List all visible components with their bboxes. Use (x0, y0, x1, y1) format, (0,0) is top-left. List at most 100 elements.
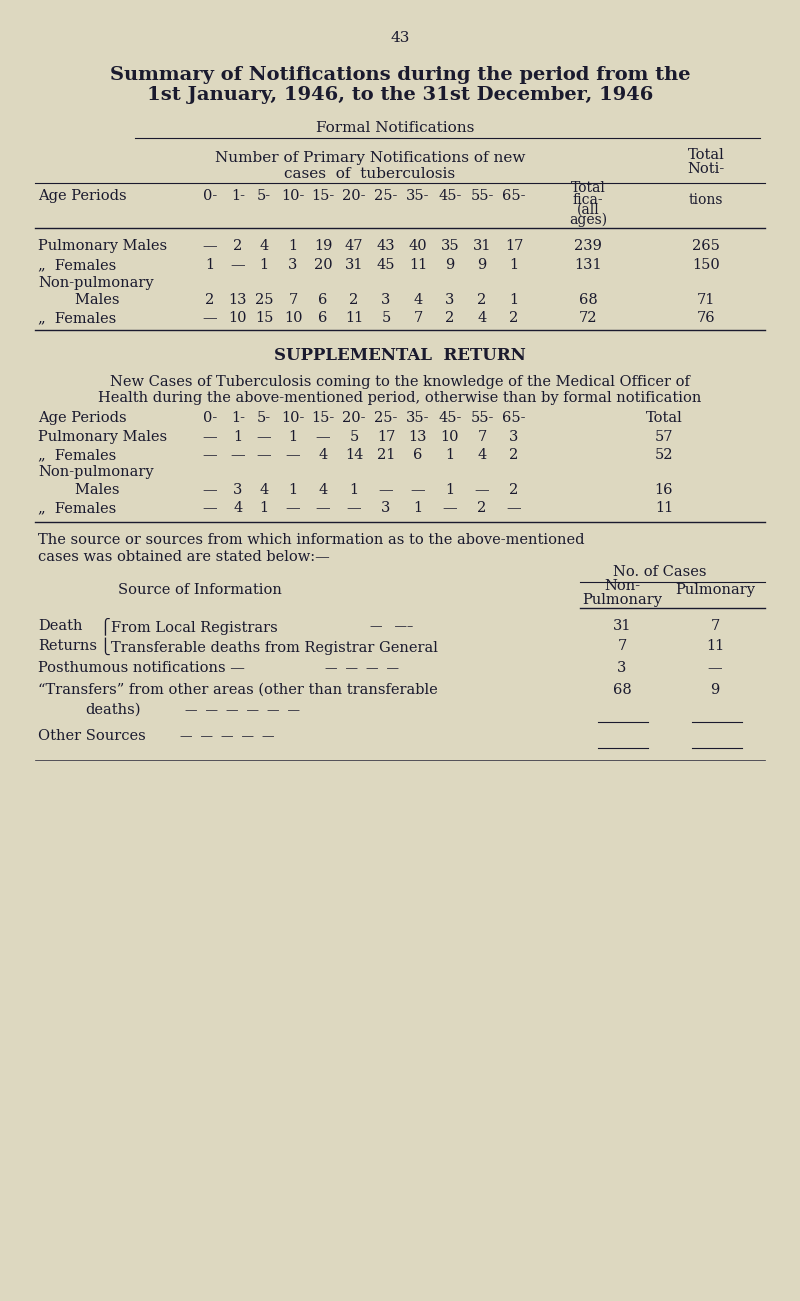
Text: 4: 4 (234, 501, 242, 515)
Text: 9: 9 (478, 258, 486, 272)
Text: 25: 25 (254, 293, 274, 307)
Text: —: — (202, 483, 218, 497)
Text: 10: 10 (441, 431, 459, 444)
Text: 3: 3 (618, 661, 626, 675)
Text: 4: 4 (318, 483, 328, 497)
Text: 3: 3 (288, 258, 298, 272)
Text: Pulmonary Males: Pulmonary Males (38, 239, 167, 252)
Text: 2: 2 (478, 501, 486, 515)
Text: 3: 3 (382, 501, 390, 515)
Text: 6: 6 (414, 448, 422, 462)
Text: 9: 9 (710, 683, 720, 697)
Text: Number of Primary Notifications of new: Number of Primary Notifications of new (215, 151, 525, 165)
Text: 5-: 5- (257, 189, 271, 203)
Text: Returns: Returns (38, 639, 97, 653)
Text: 68: 68 (578, 293, 598, 307)
Text: Source of Information: Source of Information (118, 583, 282, 597)
Text: 1st January, 1946, to the 31st December, 1946: 1st January, 1946, to the 31st December,… (147, 86, 653, 104)
Text: —: — (708, 661, 722, 675)
Text: 20: 20 (314, 258, 332, 272)
Text: 1: 1 (206, 258, 214, 272)
Text: 4: 4 (318, 448, 328, 462)
Text: 10-: 10- (282, 189, 305, 203)
Text: 3: 3 (234, 483, 242, 497)
Text: —: — (257, 431, 271, 444)
Text: —  —  —  —: — — — — (325, 661, 399, 674)
Text: —: — (202, 431, 218, 444)
Text: —  —  —  —  —  —: — — — — — — (185, 704, 300, 717)
Text: 20-: 20- (342, 411, 366, 425)
Text: 5-: 5- (257, 411, 271, 425)
Text: 1: 1 (510, 293, 518, 307)
Text: „  Females: „ Females (38, 501, 116, 515)
Text: 131: 131 (574, 258, 602, 272)
Text: 2: 2 (446, 311, 454, 325)
Text: Other Sources: Other Sources (38, 729, 146, 743)
Text: 1: 1 (259, 501, 269, 515)
Text: 65-: 65- (502, 411, 526, 425)
Text: 7: 7 (618, 639, 626, 653)
Text: 1: 1 (414, 501, 422, 515)
Text: „  Females: „ Females (38, 258, 116, 272)
Text: 31: 31 (345, 258, 363, 272)
Text: ⎩Transferable deaths from Registrar General: ⎩Transferable deaths from Registrar Gene… (100, 637, 438, 654)
Text: 0-: 0- (203, 411, 217, 425)
Text: 1: 1 (259, 258, 269, 272)
Text: 15-: 15- (311, 189, 334, 203)
Text: 72: 72 (578, 311, 598, 325)
Text: 11: 11 (706, 639, 724, 653)
Text: 1: 1 (350, 483, 358, 497)
Text: 16: 16 (654, 483, 674, 497)
Text: —: — (202, 311, 218, 325)
Text: —: — (202, 239, 218, 252)
Text: 11: 11 (409, 258, 427, 272)
Text: 17: 17 (377, 431, 395, 444)
Text: 1: 1 (234, 431, 242, 444)
Text: 31: 31 (613, 619, 631, 634)
Text: 7: 7 (478, 431, 486, 444)
Text: 55-: 55- (470, 189, 494, 203)
Text: Health during the above-mentioned period, otherwise than by formal notification: Health during the above-mentioned period… (98, 392, 702, 405)
Text: 15-: 15- (311, 411, 334, 425)
Text: 11: 11 (345, 311, 363, 325)
Text: No. of Cases: No. of Cases (614, 565, 706, 579)
Text: 45-: 45- (438, 189, 462, 203)
Text: —: — (506, 501, 522, 515)
Text: 1: 1 (289, 239, 298, 252)
Text: 52: 52 (654, 448, 674, 462)
Text: 10: 10 (229, 311, 247, 325)
Text: 45-: 45- (438, 411, 462, 425)
Text: 10-: 10- (282, 411, 305, 425)
Text: 15: 15 (255, 311, 273, 325)
Text: 7: 7 (288, 293, 298, 307)
Text: —: — (442, 501, 458, 515)
Text: Non-pulmonary: Non-pulmonary (38, 276, 154, 290)
Text: 19: 19 (314, 239, 332, 252)
Text: Pulmonary: Pulmonary (675, 583, 755, 597)
Text: 5: 5 (350, 431, 358, 444)
Text: 14: 14 (345, 448, 363, 462)
Text: —: — (286, 501, 300, 515)
Text: 43: 43 (377, 239, 395, 252)
Text: —: — (410, 483, 426, 497)
Text: —   —–: — —– (370, 619, 414, 632)
Text: 55-: 55- (470, 411, 494, 425)
Text: 17: 17 (505, 239, 523, 252)
Text: 1: 1 (289, 431, 298, 444)
Text: Posthumous notifications —: Posthumous notifications — (38, 661, 245, 675)
Text: Age Periods: Age Periods (38, 411, 126, 425)
Text: The source or sources from which information as to the above-mentioned: The source or sources from which informa… (38, 533, 585, 546)
Text: Total: Total (570, 181, 606, 195)
Text: 68: 68 (613, 683, 631, 697)
Text: tions: tions (689, 193, 723, 207)
Text: Noti-: Noti- (687, 163, 725, 176)
Text: Total: Total (646, 411, 682, 425)
Text: fica-: fica- (573, 193, 603, 207)
Text: 13: 13 (229, 293, 247, 307)
Text: 10: 10 (284, 311, 302, 325)
Text: 4: 4 (414, 293, 422, 307)
Text: 2: 2 (510, 448, 518, 462)
Text: ⎧From Local Registrars: ⎧From Local Registrars (100, 617, 278, 635)
Text: —: — (202, 448, 218, 462)
Text: 20-: 20- (342, 189, 366, 203)
